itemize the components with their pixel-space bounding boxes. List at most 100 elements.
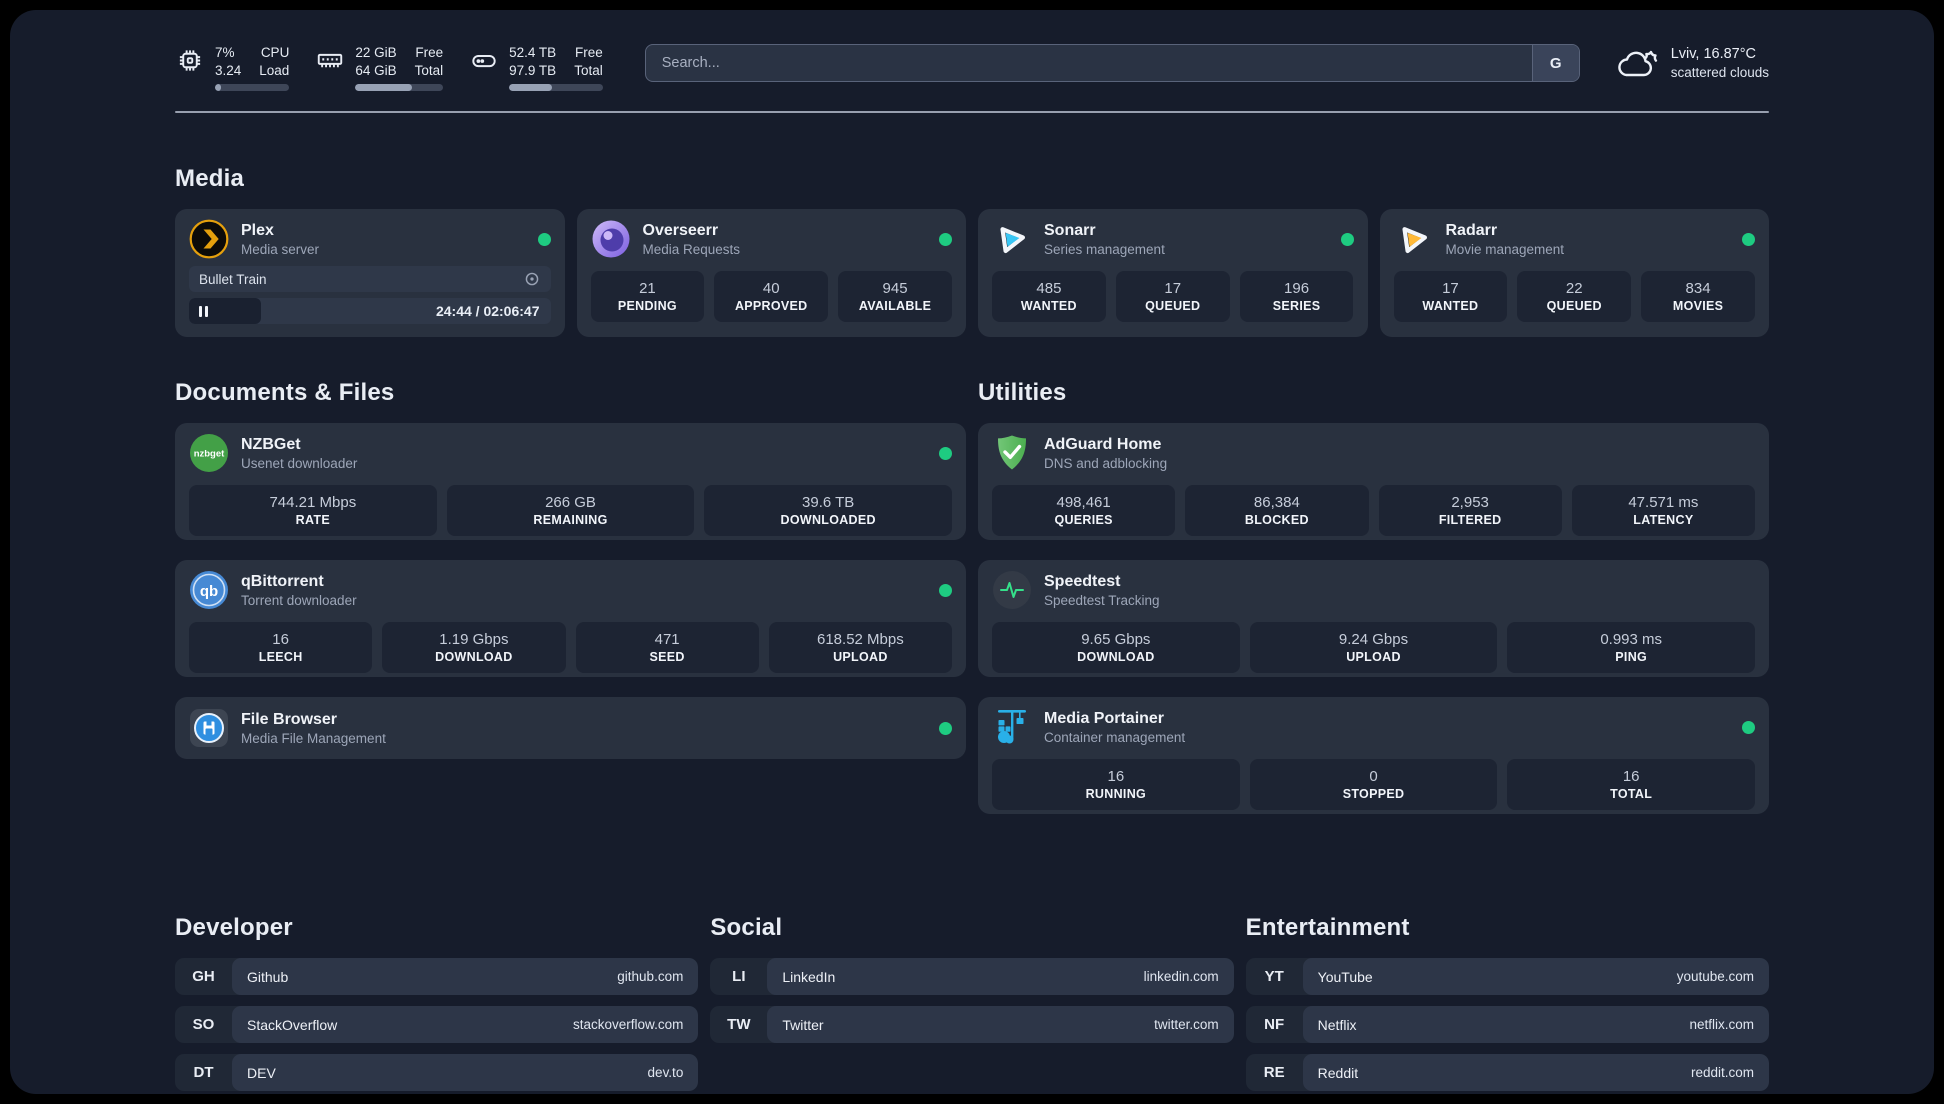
weather-location-temp: Lviv, 16.87°C bbox=[1670, 46, 1757, 62]
bookmark-abbr: RE bbox=[1263, 1064, 1285, 1081]
stat-value: 471 bbox=[654, 631, 680, 648]
stat-label: REMAINING bbox=[533, 513, 608, 527]
bookmark-dev[interactable]: DT DEV dev.to bbox=[175, 1054, 699, 1091]
stat-value: 47.571 ms bbox=[1628, 494, 1699, 511]
status-dot-online bbox=[1340, 232, 1354, 246]
ram-progress-fill bbox=[355, 84, 413, 91]
stat-label: QUEUED bbox=[1546, 299, 1602, 313]
bookmarks-entertainment: Entertainment YT YouTube youtube.com NF … bbox=[1245, 914, 1769, 1094]
stat-tile: 0.993 ms PING bbox=[1507, 622, 1756, 673]
bookmark-abbr: DT bbox=[193, 1064, 214, 1081]
stat-value: 834 bbox=[1685, 280, 1711, 297]
bookmark-url: dev.to bbox=[647, 1065, 684, 1080]
app-name: Radarr bbox=[1445, 221, 1498, 239]
now-playing-title: Bullet Train bbox=[199, 271, 267, 287]
bookmarks-developer: Developer GH Github github.com SO StackO… bbox=[175, 914, 699, 1094]
stat-value: 485 bbox=[1036, 280, 1062, 297]
bookmark-linkedin[interactable]: LI LinkedIn linkedin.com bbox=[710, 958, 1234, 995]
cpu-load-value: 3.24 bbox=[215, 62, 242, 78]
qbittorrent-icon: qb bbox=[189, 570, 229, 610]
app-card-filebrowser[interactable]: File Browser Media File Management bbox=[175, 697, 966, 759]
bookmark-name: StackOverflow bbox=[247, 1016, 338, 1033]
bookmark-twitter[interactable]: TW Twitter twitter.com bbox=[710, 1006, 1234, 1043]
stat-value: 9.24 Gbps bbox=[1338, 631, 1409, 648]
app-desc: Media Requests bbox=[642, 241, 741, 257]
stat-value: 16 bbox=[272, 631, 289, 648]
stat-tile: 16 RUNNING bbox=[992, 759, 1240, 810]
cpu-usage-value: 7% bbox=[215, 45, 235, 60]
stat-tile: 498,461 QUERIES bbox=[992, 485, 1176, 536]
status-dot-online bbox=[939, 232, 952, 246]
speedtest-icon bbox=[992, 570, 1032, 610]
app-card-plex[interactable]: Plex Media server Bullet Train 24:44 / 0… bbox=[175, 209, 565, 337]
stat-label: RATE bbox=[295, 513, 330, 527]
utilities-column: Utilities AdGuard Home DNS and bbox=[978, 379, 1769, 834]
status-dot-online bbox=[1742, 720, 1755, 734]
bookmark-name: Reddit bbox=[1317, 1064, 1359, 1081]
bookmark-netflix[interactable]: NF Netflix netflix.com bbox=[1245, 1006, 1769, 1043]
stat-label: LEECH bbox=[258, 650, 303, 664]
app-desc: Movie management bbox=[1445, 241, 1565, 257]
stat-label: PENDING bbox=[617, 299, 677, 313]
stat-tile: 9.24 Gbps UPLOAD bbox=[1249, 622, 1498, 673]
stat-label: SEED bbox=[649, 650, 685, 664]
top-bar: 7% CPU 3.24 Load bbox=[175, 44, 1769, 91]
bookmark-stackoverflow[interactable]: SO StackOverflow stackoverflow.com bbox=[175, 1006, 699, 1043]
cpu-icon bbox=[179, 50, 201, 71]
status-dot-online bbox=[939, 583, 952, 597]
search-engine-button[interactable]: G bbox=[1531, 45, 1579, 81]
stat-value: 618.52 Mbps bbox=[817, 631, 904, 648]
stat-label: RUNNING bbox=[1085, 787, 1147, 801]
stat-tile: 2,953 FILTERED bbox=[1378, 485, 1562, 536]
app-card-nzbget[interactable]: nzbget NZBGet Usenet downloader 744.21 M… bbox=[175, 423, 966, 540]
portainer-icon bbox=[992, 707, 1032, 747]
stat-tile: 618.52 Mbps UPLOAD bbox=[768, 622, 952, 673]
ram-label-top: Free bbox=[415, 45, 444, 60]
bookmark-url: reddit.com bbox=[1690, 1065, 1754, 1080]
app-card-portainer[interactable]: Media Portainer Container management 16 … bbox=[978, 697, 1769, 814]
cpu-label-bottom: Load bbox=[259, 62, 290, 78]
stat-value: 39.6 TB bbox=[802, 494, 855, 511]
stat-label: LATENCY bbox=[1633, 513, 1694, 527]
stat-tile: 17 QUEUED bbox=[1115, 271, 1230, 322]
section-title-documents: Documents & Files bbox=[175, 379, 395, 406]
bookmark-youtube[interactable]: YT YouTube youtube.com bbox=[1245, 958, 1769, 995]
weather-widget[interactable]: Lviv, 16.87°C scattered clouds bbox=[1614, 44, 1769, 82]
app-card-radarr[interactable]: Radarr Movie management 17 WANTED 22 QUE… bbox=[1379, 209, 1769, 337]
bookmark-abbr: GH bbox=[192, 968, 215, 985]
playback-progress-bar[interactable]: 24:44 / 02:06:47 bbox=[189, 298, 551, 324]
stat-value: 0 bbox=[1369, 768, 1378, 785]
stat-value: 16 bbox=[1622, 768, 1640, 785]
bookmark-github[interactable]: GH Github github.com bbox=[175, 958, 699, 995]
app-card-qbittorrent[interactable]: qb qBittorrent Torrent downloader 16 LEE… bbox=[175, 560, 966, 677]
bookmark-name: LinkedIn bbox=[782, 968, 836, 985]
app-card-sonarr[interactable]: Sonarr Series management 485 WANTED 17 Q… bbox=[978, 209, 1368, 337]
section-title-social: Social bbox=[710, 914, 783, 941]
stat-tile: 16 TOTAL bbox=[1507, 759, 1756, 810]
app-card-speedtest[interactable]: Speedtest Speedtest Tracking 9.65 Gbps D… bbox=[978, 560, 1769, 677]
search-input[interactable] bbox=[645, 45, 1532, 81]
app-name: Plex bbox=[241, 221, 274, 239]
status-dot-online bbox=[939, 446, 952, 460]
playback-time: 24:44 / 02:06:47 bbox=[435, 303, 540, 319]
stat-tile: 47.571 ms LATENCY bbox=[1571, 485, 1755, 536]
stat-label: UPLOAD bbox=[833, 650, 888, 664]
stat-tile: 40 APPROVED bbox=[714, 271, 829, 322]
dashboard-panel: 7% CPU 3.24 Load bbox=[10, 10, 1934, 1094]
bookmark-abbr: YT bbox=[1264, 968, 1284, 985]
app-card-overseerr[interactable]: Overseerr Media Requests 21 PENDING 40 A… bbox=[576, 209, 966, 337]
stat-label: AVAILABLE bbox=[858, 299, 932, 313]
svg-text:qb: qb bbox=[200, 583, 218, 600]
stat-label: WANTED bbox=[1422, 299, 1479, 313]
section-title-utilities: Utilities bbox=[978, 379, 1067, 406]
bookmark-reddit[interactable]: RE Reddit reddit.com bbox=[1245, 1054, 1769, 1091]
status-dot-online bbox=[1742, 232, 1755, 246]
cpu-progress-track bbox=[215, 84, 290, 91]
stat-tile: 196 SERIES bbox=[1239, 271, 1354, 322]
gear-icon[interactable] bbox=[523, 270, 541, 288]
disk-progress-track bbox=[509, 84, 603, 91]
app-card-adguard[interactable]: AdGuard Home DNS and adblocking 498,461 … bbox=[978, 423, 1769, 540]
stat-label: UPLOAD bbox=[1346, 650, 1401, 664]
bookmark-name: Github bbox=[247, 968, 289, 985]
app-name: Media Portainer bbox=[1044, 709, 1165, 727]
